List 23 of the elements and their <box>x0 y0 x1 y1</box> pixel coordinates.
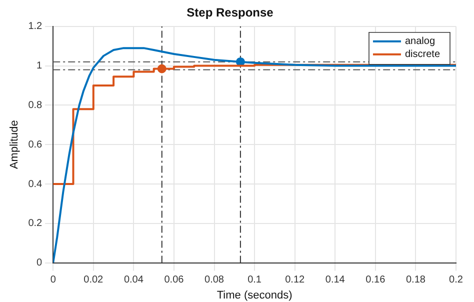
legend-label: analog <box>404 36 436 48</box>
x-tick-label: 0.12 <box>285 274 306 286</box>
x-axis-title: Time (seconds) <box>216 289 292 302</box>
x-tick-label: 0.02 <box>84 274 104 286</box>
y-tick-label: 0.6 <box>28 139 43 150</box>
x-tick-label: 0.16 <box>366 274 386 286</box>
y-axis-title: Amplitude <box>8 120 21 170</box>
legend-label: discrete <box>404 49 440 60</box>
x-tick-label: 0.2 <box>449 274 464 286</box>
x-tick-label: 0.14 <box>325 274 346 286</box>
x-tick-label: 0.18 <box>406 274 426 286</box>
x-tick-label: 0.06 <box>164 274 184 286</box>
y-tick-label: 0.4 <box>28 178 43 190</box>
y-tick-label: 0.8 <box>28 100 43 111</box>
y-tick-label: 0 <box>36 258 43 269</box>
x-tick-label: 0 <box>50 274 56 286</box>
y-tick-label: 1 <box>36 60 43 72</box>
x-tick-label: 0.1 <box>248 274 262 286</box>
y-tick-label: 1.2 <box>28 21 43 32</box>
x-tick-label: 0.08 <box>204 274 224 286</box>
x-tick-label: 0.04 <box>124 274 144 286</box>
y-tick-label: 0.2 <box>28 218 43 230</box>
chart-title: Step Response <box>186 6 274 20</box>
